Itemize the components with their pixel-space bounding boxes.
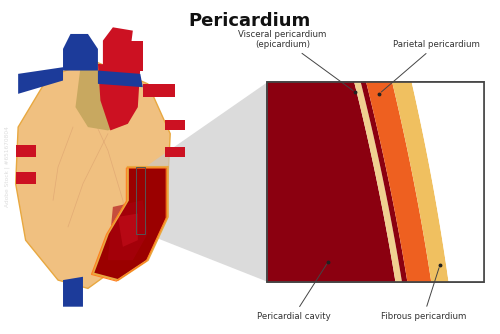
Polygon shape	[146, 82, 268, 282]
Polygon shape	[16, 172, 36, 184]
Polygon shape	[63, 34, 98, 70]
Text: Fibrous pericardium: Fibrous pericardium	[381, 268, 466, 321]
Text: Pericardium: Pericardium	[189, 12, 311, 30]
Polygon shape	[366, 82, 431, 282]
Polygon shape	[412, 82, 484, 282]
Polygon shape	[268, 82, 396, 282]
Polygon shape	[118, 213, 138, 247]
Text: Visceral pericardium
(epicardium): Visceral pericardium (epicardium)	[238, 29, 353, 91]
Polygon shape	[354, 82, 402, 282]
Polygon shape	[16, 60, 170, 288]
Polygon shape	[108, 200, 148, 260]
Polygon shape	[76, 67, 140, 130]
Polygon shape	[126, 41, 143, 70]
Polygon shape	[103, 27, 133, 70]
Polygon shape	[63, 277, 83, 307]
Polygon shape	[392, 82, 448, 282]
Polygon shape	[93, 167, 168, 280]
Polygon shape	[18, 67, 63, 94]
Polygon shape	[143, 84, 175, 97]
Polygon shape	[165, 147, 185, 157]
Bar	[268, 82, 484, 282]
Text: Pericardial cavity: Pericardial cavity	[256, 264, 330, 321]
Polygon shape	[16, 145, 36, 157]
Polygon shape	[360, 82, 408, 282]
Polygon shape	[165, 121, 185, 130]
Bar	[136, 167, 145, 233]
Polygon shape	[98, 64, 140, 130]
Bar	[268, 82, 484, 282]
Text: Adobe Stock | #651670804: Adobe Stock | #651670804	[4, 127, 10, 207]
Text: Parietal pericardium: Parietal pericardium	[382, 40, 480, 92]
Polygon shape	[98, 70, 143, 87]
